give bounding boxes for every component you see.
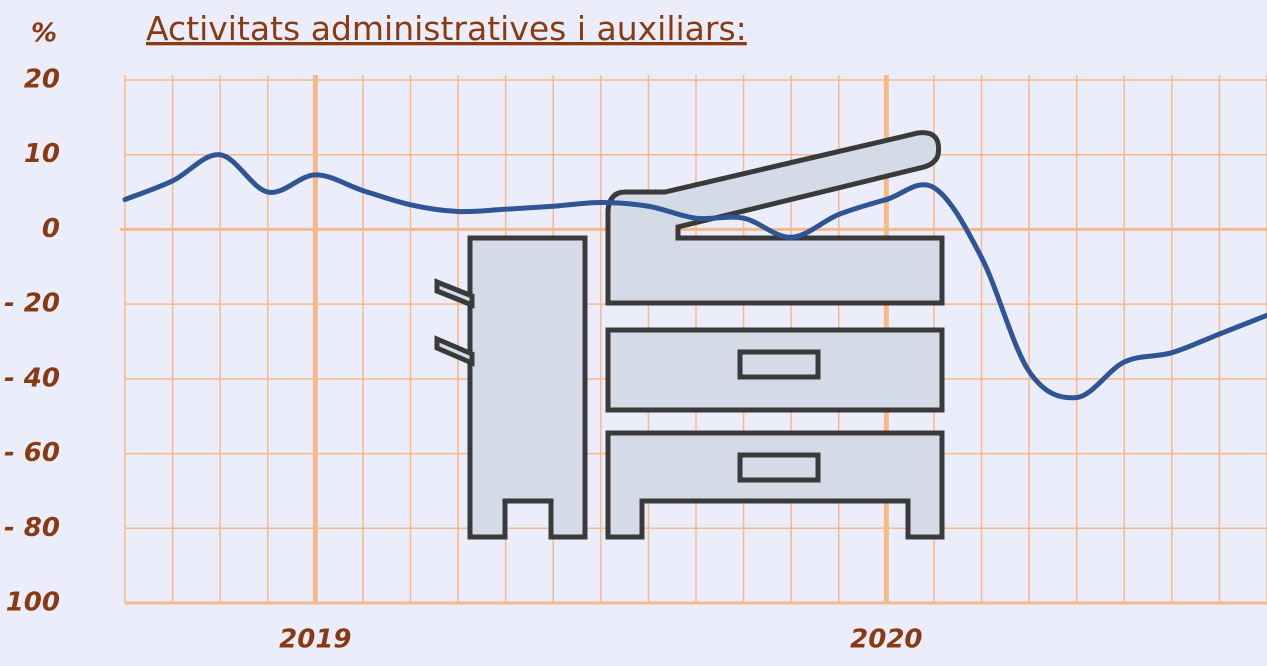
- y-tick-label: - 100: [0, 588, 60, 618]
- y-tick-label: 10: [24, 139, 60, 169]
- copier-illustration: [434, 130, 945, 540]
- y-axis-label: %: [31, 19, 57, 49]
- data-line: [122, 152, 1267, 401]
- y-tick-label: - 60: [4, 438, 60, 468]
- y-tick-label: 20: [24, 65, 60, 95]
- y-tick-label: - 80: [4, 513, 60, 543]
- x-tick-label: 2020: [850, 625, 922, 655]
- y-tick-label: - 20: [4, 289, 60, 319]
- y-tick-label: 0: [42, 214, 60, 244]
- x-tick-label: 2019: [279, 625, 351, 655]
- chart-title: Activitats administratives i auxiliars:: [146, 9, 747, 48]
- y-tick-label: - 40: [4, 363, 60, 393]
